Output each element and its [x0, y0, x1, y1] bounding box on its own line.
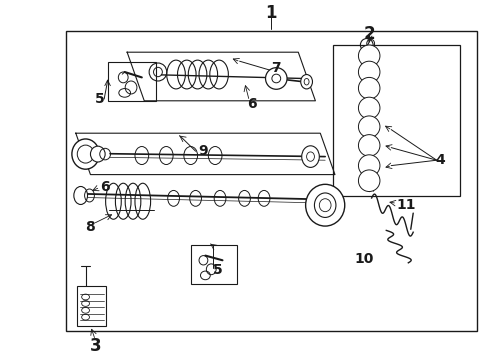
Text: 10: 10 — [354, 252, 373, 266]
Ellipse shape — [358, 97, 379, 119]
Text: 2: 2 — [363, 25, 374, 43]
Text: 7: 7 — [271, 62, 281, 75]
Bar — [66, 31, 476, 331]
Text: 3: 3 — [89, 337, 101, 355]
Ellipse shape — [358, 135, 379, 156]
Ellipse shape — [301, 146, 319, 167]
Ellipse shape — [358, 61, 379, 83]
Ellipse shape — [358, 77, 379, 99]
Ellipse shape — [74, 186, 87, 204]
Text: 4: 4 — [434, 153, 444, 167]
Text: 6: 6 — [100, 180, 110, 194]
Text: 6: 6 — [246, 98, 256, 111]
Bar — [190, 245, 237, 284]
Text: 9: 9 — [198, 144, 207, 158]
Bar — [332, 45, 459, 196]
Text: 5: 5 — [212, 263, 222, 277]
Text: 11: 11 — [395, 198, 415, 212]
Ellipse shape — [358, 170, 379, 192]
Bar — [77, 286, 105, 326]
Ellipse shape — [300, 75, 312, 89]
Ellipse shape — [358, 116, 379, 138]
Ellipse shape — [90, 146, 105, 162]
Ellipse shape — [305, 184, 344, 226]
Ellipse shape — [72, 139, 99, 169]
Ellipse shape — [358, 45, 379, 67]
Ellipse shape — [358, 155, 379, 176]
Text: 1: 1 — [265, 4, 277, 22]
Text: 5: 5 — [95, 92, 105, 106]
Text: 8: 8 — [85, 220, 95, 234]
Ellipse shape — [265, 68, 286, 89]
Bar — [107, 62, 156, 101]
